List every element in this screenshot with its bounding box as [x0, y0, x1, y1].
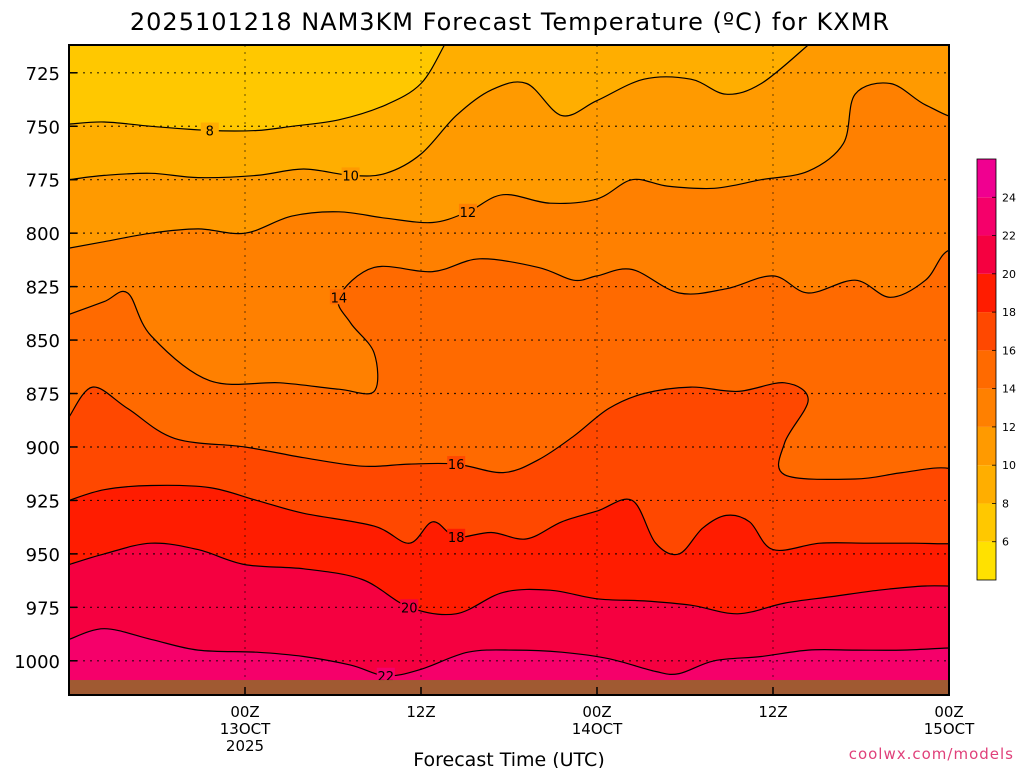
x-tick-label-1-0: 12Z — [406, 703, 435, 721]
y-tick-label-1000: 1000 — [14, 652, 60, 673]
x-tick-label-3-0: 12Z — [758, 703, 787, 721]
ground-fill — [69, 680, 949, 695]
x-tick-label-0-0: 00Z — [230, 703, 259, 721]
plot-frame — [68, 44, 950, 696]
x-tick-label-2-1: 14OCT — [572, 720, 623, 738]
y-tick-label-800: 800 — [26, 224, 60, 245]
colorbar-bin-12 — [977, 388, 996, 427]
contour-22 — [69, 628, 949, 677]
contour-label-bg-10 — [341, 167, 360, 183]
y-tick-label-925: 925 — [26, 491, 60, 512]
y-tick-label-850: 850 — [26, 331, 60, 352]
contour-label-18: 18 — [448, 531, 465, 546]
contour-label-20: 20 — [401, 601, 418, 616]
contour-label-12: 12 — [460, 206, 477, 221]
contour-label-8: 8 — [206, 125, 214, 140]
band-fill-22 — [69, 628, 949, 695]
colorbar-bin-16 — [977, 312, 996, 351]
contour-label-bg-18 — [447, 528, 466, 544]
colorbar-bin-8 — [977, 465, 996, 504]
contour-label-bg-8 — [200, 122, 219, 138]
colorbar-label-18: 18 — [1002, 306, 1016, 319]
contour-18 — [69, 484, 949, 556]
colorbar-label-16: 16 — [1002, 344, 1016, 357]
y-tick-label-750: 750 — [26, 117, 60, 138]
y-tick-label-725: 725 — [26, 64, 60, 85]
y-tick-label-825: 825 — [26, 278, 60, 299]
colorbar-label-12: 12 — [1002, 421, 1016, 434]
x-tick-label-4-1: 15OCT — [924, 720, 975, 738]
contour-label-16: 16 — [448, 458, 465, 473]
colorbar-bin-4 — [977, 541, 996, 580]
contour-14 — [69, 249, 949, 395]
y-tick-label-875: 875 — [26, 385, 60, 406]
colorbar-frame — [976, 158, 997, 581]
colorbar-label-6: 6 — [1002, 536, 1009, 549]
y-tick-label-950: 950 — [26, 545, 60, 566]
colorbar-label-22: 22 — [1002, 230, 1016, 243]
colorbar-bin-10 — [977, 426, 996, 466]
chart-title: 2025101218 NAM3KM Forecast Temperature (… — [130, 8, 890, 36]
contour-label-bg-16 — [447, 456, 466, 472]
y-tick-label-775: 775 — [26, 171, 60, 192]
y-axis: 725 750 775 800 825 850 875 900 925 950 975 1000 — [14, 64, 77, 673]
colorbar-bin-6 — [977, 503, 996, 542]
contour-label-14: 14 — [331, 291, 348, 306]
colorbar-bin-18 — [977, 273, 996, 313]
x-tick-label-0-2: 2025 — [226, 737, 264, 755]
contour-12 — [69, 82, 949, 249]
x-tick-label-4-0: 00Z — [934, 703, 963, 721]
contour-label-bg-12 — [458, 203, 477, 219]
contour-10 — [69, 45, 809, 181]
contour-label-bg-22 — [376, 667, 395, 683]
colorbar-label-8: 8 — [1002, 497, 1009, 510]
x-axis-label: Forecast Time (UTC) — [413, 749, 604, 768]
contour-16 — [69, 382, 949, 481]
ground-terrain — [69, 680, 949, 695]
credit-text: coolwx.com/models — [849, 745, 1014, 763]
colorbar-label-24: 24 — [1002, 191, 1016, 204]
colorbar-bin-24 — [977, 159, 996, 198]
contour-label-10: 10 — [342, 169, 359, 184]
y-tick-label-975: 975 — [26, 598, 60, 619]
contour-label-bg-20 — [400, 599, 419, 615]
colorbar-label-14: 14 — [1002, 383, 1016, 396]
colorbar-bin-20 — [977, 235, 996, 274]
colorbar-bin-22 — [977, 197, 996, 236]
colorbar: 6 8 10 12 14 16 18 20 22 24 — [976, 158, 1016, 581]
colorbar-bin-14 — [977, 350, 996, 389]
x-tick-label-2-0: 00Z — [582, 703, 611, 721]
x-tick-label-0-1: 13OCT — [220, 720, 271, 738]
y-tick-label-900: 900 — [26, 438, 60, 459]
contour-20 — [69, 542, 949, 616]
colorbar-label-10: 10 — [1002, 459, 1016, 472]
contour-8 — [69, 45, 446, 132]
colorbar-label-20: 20 — [1002, 268, 1016, 281]
contour-label-bg-14 — [329, 289, 348, 305]
temperature-bands — [69, 45, 949, 695]
